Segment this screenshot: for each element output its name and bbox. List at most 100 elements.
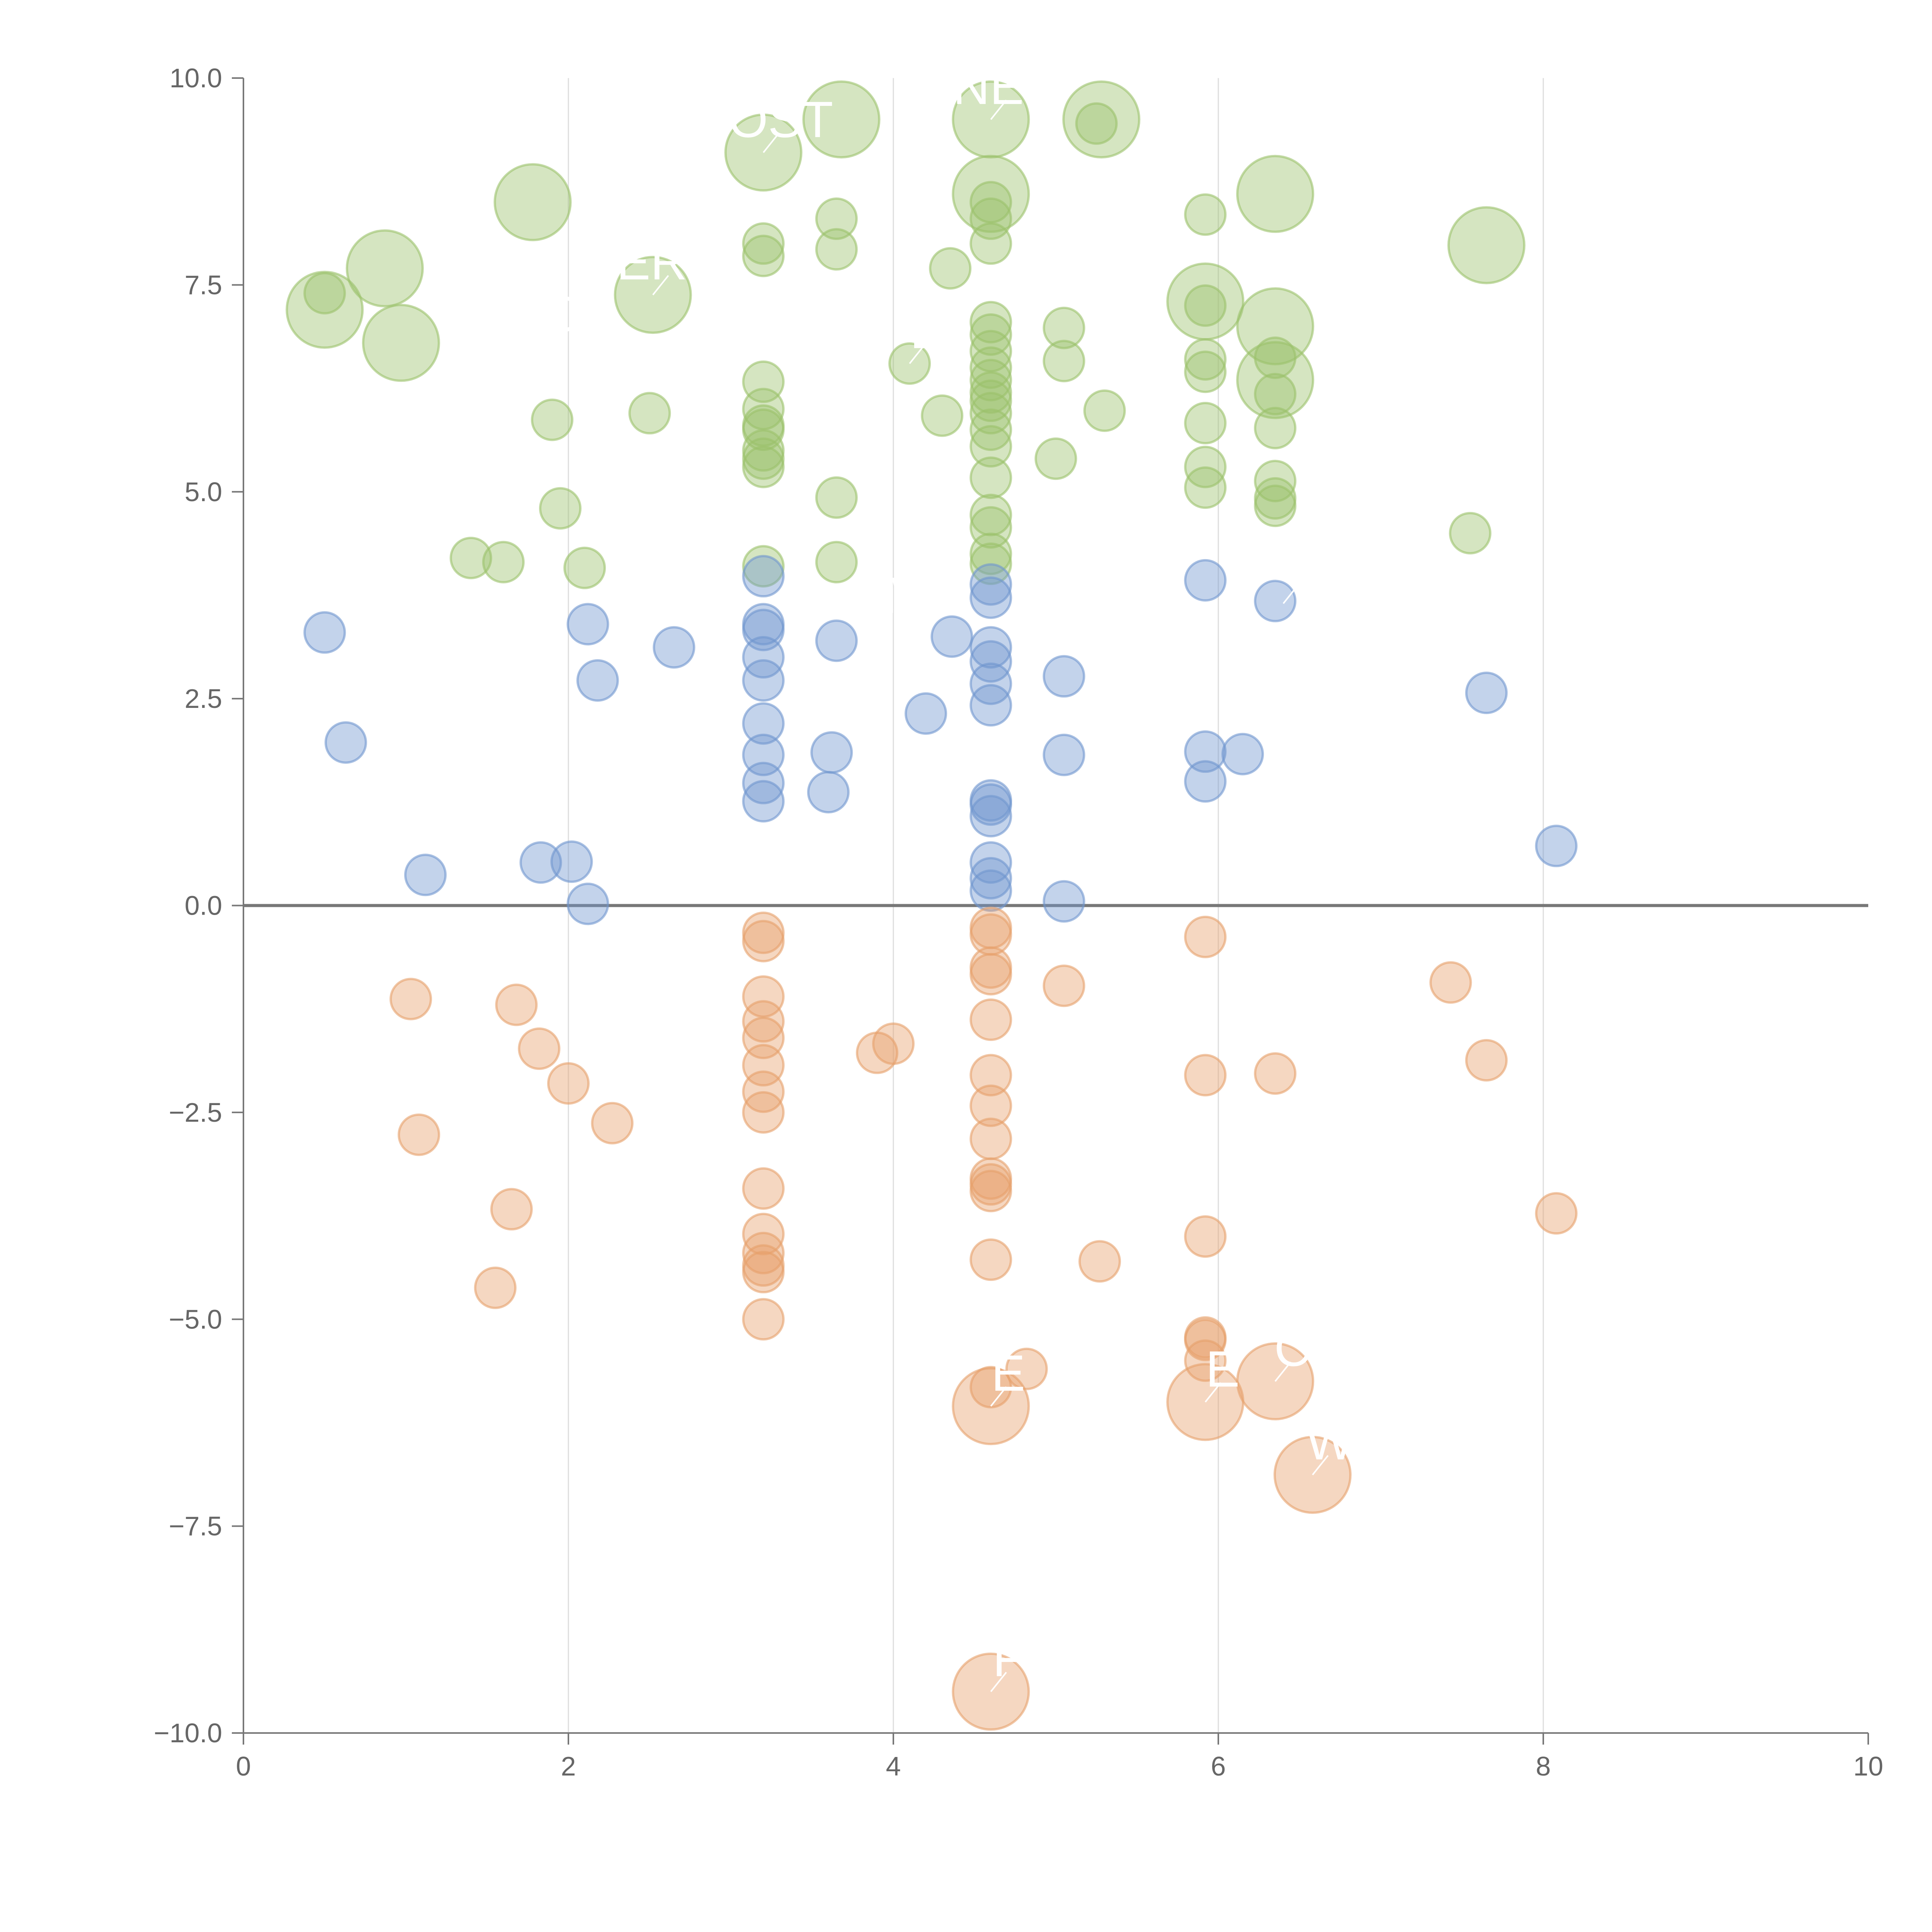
green-data-point [1034, 437, 1077, 480]
label-leader-line [1282, 583, 1299, 604]
point-label: OST [728, 91, 833, 148]
large-green-data-point [1062, 80, 1141, 159]
blue-data-point [969, 684, 1012, 727]
large-green-data-point [1447, 206, 1526, 284]
orange-data-point [969, 1170, 1012, 1213]
blue-data-point [324, 721, 367, 764]
blue-data-point [905, 692, 947, 735]
orange-data-point [872, 1022, 915, 1065]
green-data-point [969, 222, 1012, 265]
green-data-point [815, 476, 858, 519]
green-data-point [1184, 193, 1227, 236]
blue-data-point [1184, 760, 1227, 803]
point-label: F [993, 1630, 1024, 1687]
green-data-point [742, 446, 785, 488]
green-data-point [969, 408, 1012, 451]
blue-data-point [742, 780, 785, 823]
point-label: C [1274, 1320, 1311, 1377]
y-tick-label: 2.5 [185, 684, 222, 714]
green-data-point [742, 235, 785, 277]
green-data-point [628, 392, 671, 435]
green-data-point [1184, 402, 1227, 445]
data-points [286, 80, 1578, 1731]
blue-data-point [930, 615, 973, 658]
label-leader-line [909, 344, 926, 364]
large-green-data-point [1166, 262, 1245, 341]
blue-data-point [742, 659, 785, 702]
blue-data-point [815, 619, 858, 662]
green-data-point [1449, 512, 1492, 554]
green-data-point [449, 537, 492, 580]
y-tick-label: 10.0 [170, 63, 222, 93]
large-green-data-point [345, 229, 424, 308]
green-data-point [969, 313, 1012, 356]
label-leader-line [652, 275, 669, 296]
blue-data-point [576, 659, 619, 702]
blue-data-point [742, 702, 785, 745]
label-leader-line [990, 1386, 1007, 1407]
green-data-point [539, 487, 582, 530]
label-leader-line [1274, 1361, 1291, 1382]
x-tick-label: 0 [236, 1751, 251, 1781]
orange-data-point [969, 1117, 1012, 1160]
blue-data-point [969, 576, 1012, 619]
blue-data-point [566, 883, 609, 925]
green-data-point [969, 346, 1012, 389]
green-data-point [482, 541, 525, 583]
green-data-point [1254, 373, 1297, 416]
orange-data-point [1465, 1039, 1508, 1082]
blue-data-point [519, 841, 562, 884]
blue-data-point [1043, 733, 1085, 776]
orange-data-point [742, 920, 785, 963]
orange-data-point [1184, 915, 1227, 958]
green-data-point [1254, 485, 1297, 527]
label-leader-line [763, 133, 780, 153]
orange-data-point [1043, 964, 1085, 1007]
orange-data-point [1078, 1240, 1121, 1283]
point-label: W [1306, 1413, 1354, 1470]
point-label: E [1206, 1340, 1240, 1397]
blue-data-point [807, 771, 850, 814]
point-label: C [1282, 542, 1319, 599]
point-label: E [991, 1345, 1025, 1401]
green-data-point [969, 392, 1012, 435]
x-tick-label: 10 [1853, 1751, 1883, 1781]
x-tick-label: 2 [561, 1751, 576, 1781]
orange-data-point [969, 1238, 1012, 1281]
y-tick-label: 0.0 [185, 891, 222, 921]
green-data-point [969, 425, 1012, 468]
large-green-data-point [493, 163, 572, 242]
green-data-point [969, 456, 1012, 499]
green-data-point [815, 541, 858, 583]
y-tick-label: −10.0 [154, 1718, 222, 1748]
y-tick-label: 5.0 [185, 477, 222, 507]
orange-data-point [742, 1167, 785, 1210]
large-green-data-point [286, 270, 364, 349]
green-data-point [969, 379, 1012, 422]
orange-data-point [969, 1054, 1012, 1097]
label-leader-line [990, 99, 1007, 120]
green-data-point [303, 272, 346, 315]
blue-data-point [1184, 730, 1227, 773]
blue-data-point [969, 626, 1012, 669]
orange-data-point [742, 1298, 785, 1341]
blue-data-point [969, 563, 1012, 606]
orange-data-point [742, 975, 785, 1018]
orange-data-point [1184, 1339, 1227, 1382]
green-data-point [1083, 389, 1126, 432]
orange-data-point [969, 1366, 1012, 1408]
large-green-data-point [1236, 341, 1315, 419]
green-data-point [969, 330, 1012, 372]
blue-data-point [969, 640, 1012, 683]
label-leader-line [1204, 1382, 1221, 1403]
green-data-point [1184, 284, 1227, 327]
green-data-point [742, 545, 785, 588]
green-data-point [921, 394, 964, 437]
axes: 0 2 4 6 8 10 10.0 7.5 5.0 2.5 0.0 −2.5 −5.0 −7.5 −10.0 [154, 63, 1883, 1781]
blue-data-point [550, 840, 593, 883]
green-data-point [742, 222, 785, 265]
blue-data-point [969, 662, 1012, 705]
orange-data-point [1184, 1054, 1227, 1097]
point-label: ERR [616, 233, 724, 290]
x-tick-label: 4 [886, 1751, 901, 1781]
